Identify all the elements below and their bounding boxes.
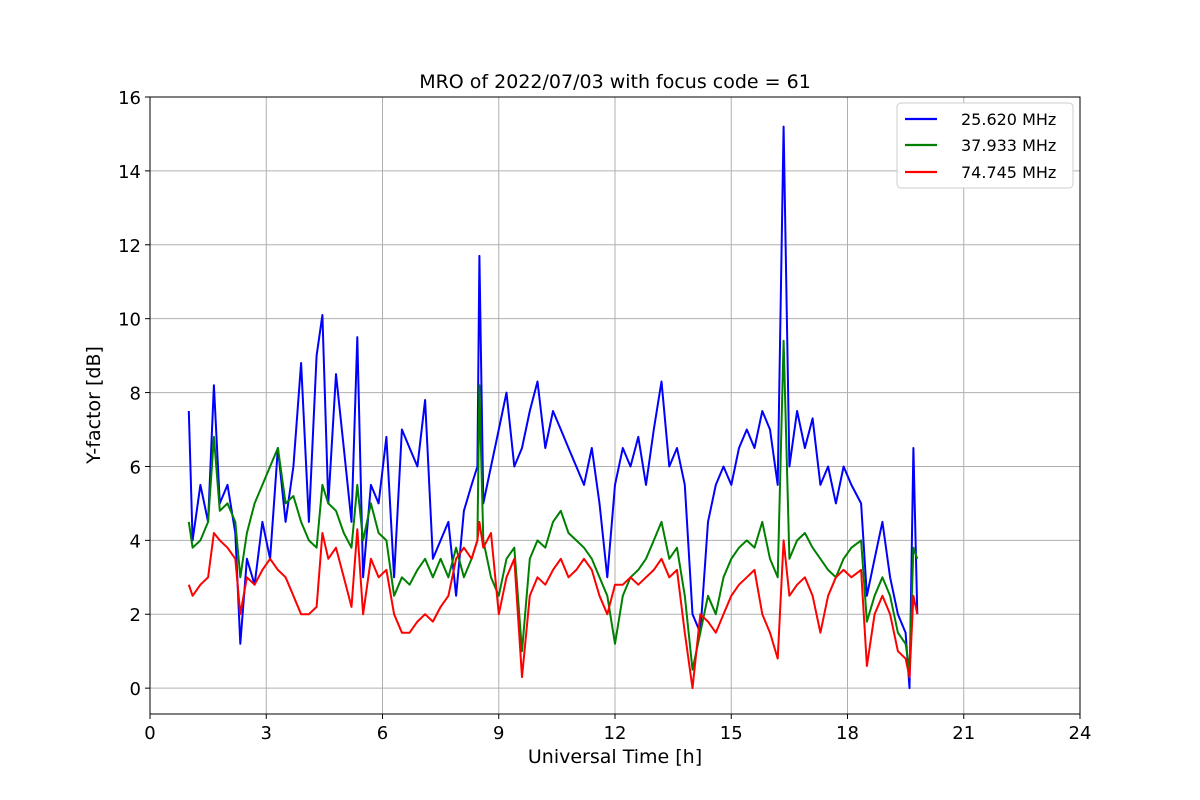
series-line-0 — [187, 125, 919, 690]
x-tick-label: 15 — [720, 723, 743, 744]
x-tick-label: 21 — [952, 723, 975, 744]
y-tick-label: 6 — [130, 457, 141, 478]
y-tick-label: 0 — [130, 679, 141, 700]
legend-label-series-1: 37.933 MHz — [961, 136, 1056, 155]
legend-label-series-2: 74.745 MHz — [961, 163, 1056, 182]
x-tick-label: 3 — [261, 723, 272, 744]
series-line-1 — [187, 339, 919, 671]
y-tick-label: 12 — [118, 236, 141, 257]
series-line-2 — [187, 520, 919, 690]
legend-box — [896, 102, 1074, 189]
x-tick-label: 0 — [144, 723, 155, 744]
x-axis-label: Universal Time [h] — [528, 746, 702, 768]
y-tick-label: 16 — [118, 88, 141, 109]
series-lines — [187, 125, 919, 690]
y-tick-label: 8 — [130, 384, 141, 405]
y-tick-label: 4 — [130, 531, 141, 552]
y-axis-label: Y-factor [dB] — [83, 346, 105, 465]
x-tick-label: 24 — [1069, 723, 1092, 744]
x-tick-label: 12 — [604, 723, 627, 744]
x-tick-label: 9 — [493, 723, 504, 744]
y-tick-label: 2 — [130, 605, 141, 626]
y-tick-label: 10 — [118, 310, 141, 331]
gridlines — [149, 96, 1081, 714]
y-tick-label: 14 — [118, 162, 141, 183]
legend-label-series-0: 25.620 MHz — [961, 110, 1056, 129]
legend: 25.620 MHz 37.933 MHz 74.745 MHz — [896, 102, 1074, 189]
x-tick-label: 18 — [836, 723, 859, 744]
x-tick-label: 6 — [377, 723, 388, 744]
chart-title: MRO of 2022/07/03 with focus code = 61 — [419, 71, 811, 93]
